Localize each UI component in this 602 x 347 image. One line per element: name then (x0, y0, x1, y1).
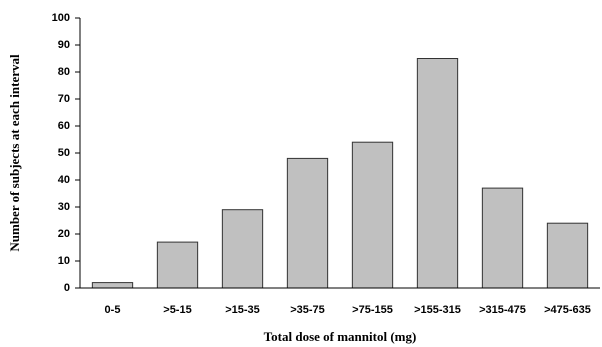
x-tick-label: >475-635 (544, 304, 591, 316)
bar (351, 141, 394, 289)
x-tick-label: >315-475 (479, 304, 526, 316)
x-tick-label: >5-15 (163, 304, 191, 316)
y-tick-label: 100 (52, 12, 70, 24)
bar (156, 241, 199, 289)
bar (546, 222, 589, 289)
bar (91, 282, 134, 289)
y-tick-label: 50 (58, 147, 70, 159)
x-tick-label: >35-75 (290, 304, 325, 316)
bar (286, 157, 329, 289)
y-tick-label: 70 (58, 93, 70, 105)
x-tick-label: >155-315 (414, 304, 461, 316)
y-tick-label: 30 (58, 201, 70, 213)
x-tick-label: 0-5 (105, 304, 121, 316)
y-axis-title: Number of subjects at each interval (7, 54, 22, 252)
y-tick-label: 20 (58, 228, 70, 240)
y-tick-label: 40 (58, 174, 70, 186)
bar (481, 187, 524, 289)
x-tick-label: >75-155 (352, 304, 393, 316)
bar (221, 209, 264, 289)
y-tick-label: 10 (58, 255, 70, 267)
x-axis-title: Total dose of mannitol (mg) (264, 329, 417, 344)
bar (416, 58, 459, 289)
y-tick-label: 80 (58, 66, 70, 78)
y-tick-label: 90 (58, 39, 70, 51)
x-tick-label: >15-35 (225, 304, 260, 316)
y-tick-label: 60 (58, 120, 70, 132)
y-tick-label: 0 (64, 282, 70, 294)
